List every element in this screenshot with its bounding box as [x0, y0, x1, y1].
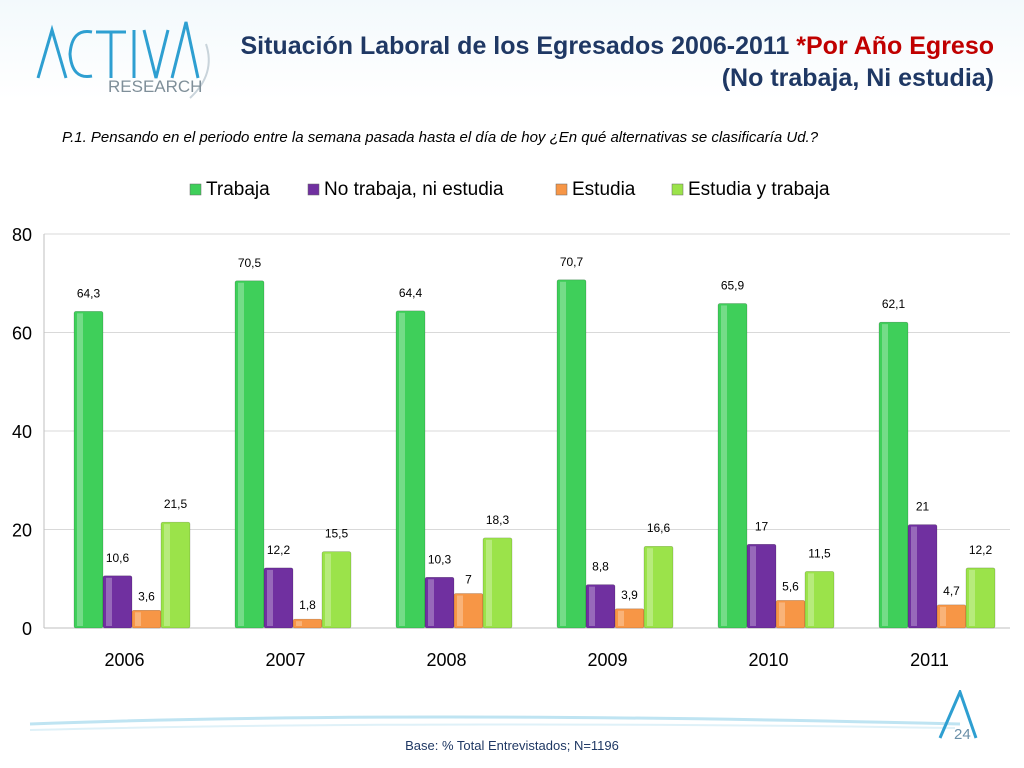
- data-label: 1,8: [299, 598, 316, 612]
- x-tick-label: 2011: [910, 650, 949, 670]
- data-label: 12,2: [267, 543, 291, 557]
- data-label: 5,6: [782, 579, 799, 593]
- data-label: 10,6: [106, 551, 130, 565]
- data-label: 10,3: [428, 552, 452, 566]
- activa-research-logo: RESEARCH: [36, 21, 210, 99]
- header-band: [0, 0, 1024, 100]
- y-tick-label: 80: [12, 225, 32, 245]
- bar-highlight: [808, 573, 814, 626]
- x-tick-label: 2008: [426, 650, 466, 670]
- bar-highlight: [779, 602, 785, 626]
- x-tick-label: 2007: [265, 650, 305, 670]
- bar-highlight: [164, 524, 170, 626]
- data-label: 17: [755, 519, 769, 533]
- title-highlight: *Por Año Egreso: [796, 32, 994, 60]
- legend-label: Estudia: [572, 179, 636, 200]
- bar-highlight: [238, 282, 244, 626]
- legend-label: No trabaja, ni estudia: [324, 179, 504, 200]
- bar: [965, 567, 996, 629]
- bar-highlight: [750, 546, 756, 626]
- bar: [556, 279, 587, 629]
- data-label: 65,9: [721, 278, 745, 292]
- data-label: 3,6: [138, 589, 155, 603]
- data-label: 70,5: [238, 256, 262, 270]
- page-number: 24: [954, 726, 971, 743]
- data-label: 16,6: [647, 521, 671, 535]
- bar-highlight: [325, 553, 331, 626]
- bar: [585, 584, 616, 629]
- y-tick-label: 20: [12, 521, 32, 541]
- bar-highlight: [428, 579, 434, 626]
- bar: [643, 545, 674, 629]
- bar: [102, 575, 133, 629]
- legend-swatch: [671, 183, 684, 196]
- x-tick-label: 2009: [587, 650, 627, 670]
- bar-highlight: [940, 606, 946, 626]
- data-label: 3,9: [621, 588, 638, 602]
- bar-highlight: [560, 281, 566, 626]
- title-subtitle: (No trabaja, Ni estudia): [721, 64, 994, 92]
- x-tick-label: 2010: [748, 650, 788, 670]
- bar-highlight: [589, 586, 595, 626]
- data-label: 8,8: [592, 560, 609, 574]
- bar-highlight: [296, 621, 302, 626]
- bar: [907, 524, 938, 629]
- bar-highlight: [267, 569, 273, 626]
- bar-highlight: [486, 539, 492, 626]
- title-main: Situación Laboral de los Egresados 2006-…: [240, 32, 797, 60]
- logo-research-text: RESEARCH: [108, 77, 202, 96]
- bar: [160, 521, 191, 629]
- bar-highlight: [77, 313, 83, 626]
- bar: [878, 321, 909, 629]
- bar-highlight: [399, 312, 405, 626]
- data-label: 4,7: [943, 584, 960, 598]
- bar-highlight: [969, 569, 975, 626]
- x-tick-label: 2006: [104, 650, 144, 670]
- bar-highlight: [882, 324, 888, 626]
- bar-highlight: [721, 305, 727, 626]
- bar: [482, 537, 513, 629]
- bar-highlight: [647, 548, 653, 626]
- legend-label: Estudia y trabaja: [688, 179, 830, 200]
- bar: [395, 310, 426, 629]
- y-tick-label: 0: [22, 619, 32, 639]
- legend-label: Trabaja: [206, 179, 270, 200]
- data-label: 21: [916, 500, 930, 514]
- y-tick-label: 40: [12, 422, 32, 442]
- bar-highlight: [618, 610, 624, 626]
- data-label: 15,5: [325, 527, 349, 541]
- bar-highlight: [106, 577, 112, 626]
- y-tick-label: 60: [12, 324, 32, 344]
- legend-swatch: [555, 183, 568, 196]
- legend-swatch: [307, 183, 320, 196]
- data-label: 70,7: [560, 255, 584, 269]
- bar: [746, 543, 777, 629]
- page-title: Situación Laboral de los Egresados 2006-…: [240, 30, 994, 94]
- data-label: 21,5: [164, 497, 188, 511]
- bar: [717, 303, 748, 629]
- bar: [263, 567, 294, 629]
- data-label: 11,5: [808, 546, 831, 560]
- legend-swatch: [189, 183, 202, 196]
- data-label: 12,2: [969, 543, 993, 557]
- bar-highlight: [457, 595, 463, 626]
- bar: [234, 280, 265, 629]
- data-label: 64,3: [77, 286, 101, 300]
- data-label: 18,3: [486, 513, 510, 527]
- question-text: P.1. Pensando en el periodo entre la sem…: [62, 129, 819, 146]
- data-label: 7: [465, 573, 472, 587]
- data-label: 64,4: [399, 286, 423, 300]
- bar: [73, 311, 104, 629]
- data-label: 62,1: [882, 297, 906, 311]
- bar: [804, 571, 835, 629]
- footer-decoration: [29, 690, 978, 739]
- footer-base: Base: % Total Entrevistados; N=1196: [405, 738, 619, 753]
- bar-highlight: [911, 526, 917, 626]
- bar-highlight: [135, 612, 141, 626]
- bar: [321, 551, 352, 629]
- bar-chart: 0 20 40 60 80 Trabaja No trabaja, ni estudia Es…: [12, 179, 1010, 670]
